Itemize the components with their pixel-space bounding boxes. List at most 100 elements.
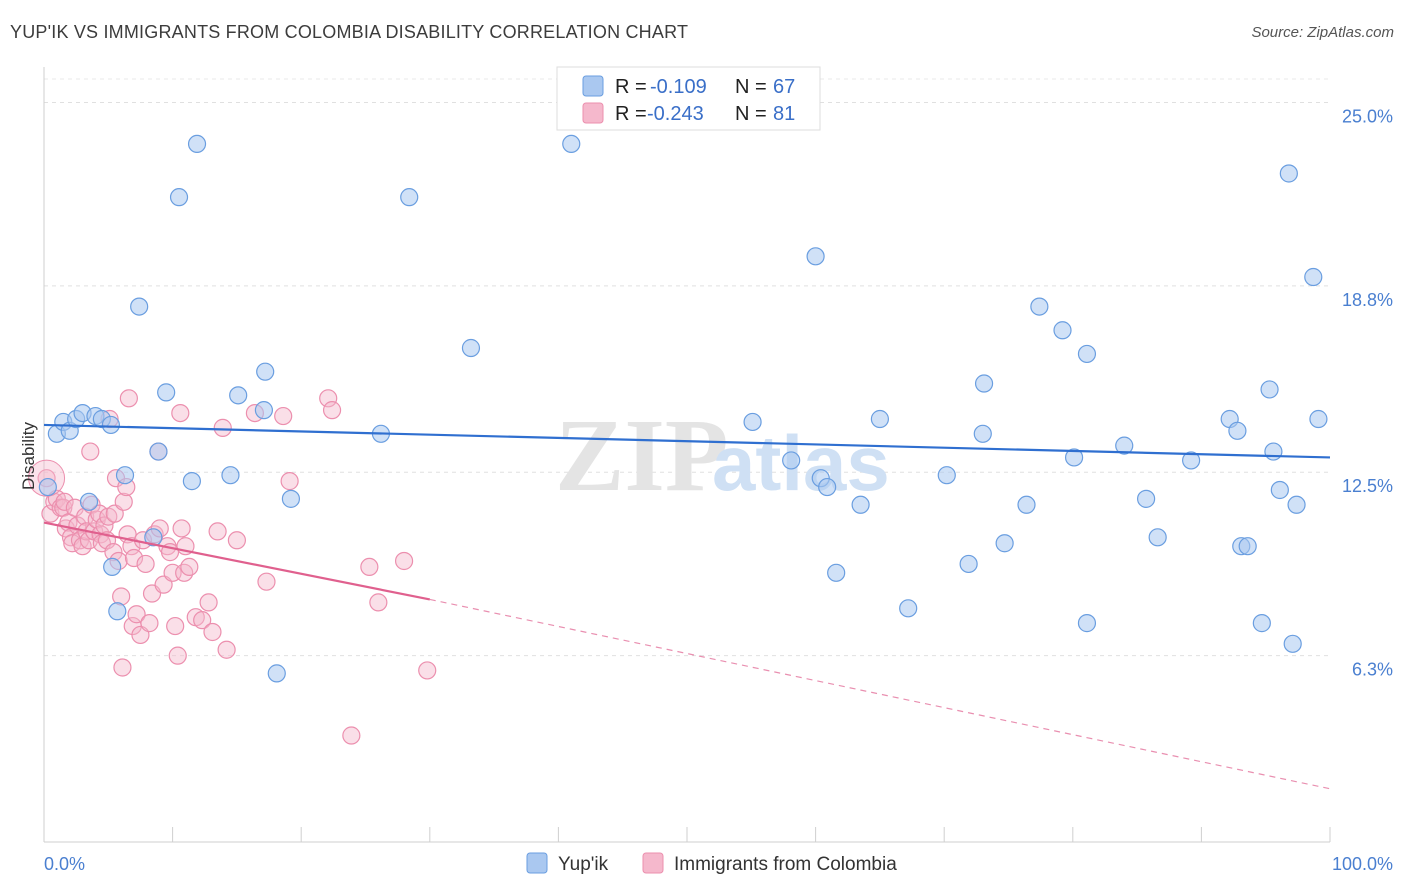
yupik-point-24 bbox=[267, 664, 286, 683]
colombia-point-76 bbox=[369, 593, 388, 612]
colombia-point-79 bbox=[208, 522, 227, 541]
yupik-point-47 bbox=[1064, 448, 1084, 467]
legend-swatch-colombia bbox=[582, 102, 604, 124]
y-tick-label-2: 12.5% bbox=[1342, 476, 1393, 496]
colombia-point-66 bbox=[213, 418, 232, 437]
colombia-point-77 bbox=[394, 551, 414, 571]
yupik-point-66 bbox=[1309, 409, 1328, 429]
yupik-trend-line bbox=[43, 423, 1331, 459]
yupik-point-28 bbox=[461, 338, 481, 358]
colombia-point-71 bbox=[280, 472, 299, 491]
yupik-point-6 bbox=[79, 492, 99, 511]
yupik-point-65 bbox=[1304, 267, 1323, 287]
yupik-point-48 bbox=[1077, 614, 1097, 633]
yupik-point-30 bbox=[743, 412, 762, 432]
yupik-point-55 bbox=[1228, 421, 1247, 440]
yupik-point-25 bbox=[281, 489, 301, 508]
colombia-point-67 bbox=[217, 640, 236, 659]
yupik-point-31 bbox=[782, 451, 801, 470]
colombia-point-59 bbox=[175, 563, 194, 582]
yupik-point-32 bbox=[806, 247, 825, 266]
series-colombia-points bbox=[28, 389, 437, 745]
yupik-point-17 bbox=[169, 188, 189, 207]
yupik-point-62 bbox=[1279, 164, 1298, 183]
yupik-point-15 bbox=[149, 442, 168, 461]
yupik-point-42 bbox=[974, 374, 994, 393]
yupik-point-19 bbox=[187, 134, 207, 154]
yupik-point-18 bbox=[182, 472, 201, 491]
colombia-point-38 bbox=[119, 389, 138, 408]
yupik-point-23 bbox=[256, 362, 275, 381]
y-tick-labels: 25.0% 18.8% 12.5% 6.3% bbox=[1342, 106, 1393, 679]
colombia-point-46 bbox=[140, 614, 159, 633]
y-axis-label: Disability bbox=[19, 421, 38, 490]
bottom-legend-label-yupik: Yup'ik bbox=[558, 854, 609, 875]
chart-title: YUP'IK VS IMMIGRANTS FROM COLOMBIA DISAB… bbox=[10, 22, 689, 42]
yupik-point-37 bbox=[870, 409, 890, 429]
colombia-point-56 bbox=[168, 646, 187, 665]
yupik-point-60 bbox=[1264, 442, 1283, 461]
yupik-point-16 bbox=[157, 383, 176, 402]
colombia-point-42 bbox=[127, 605, 146, 624]
colombia-trend-line bbox=[43, 521, 431, 601]
legend-r-value-yupik: -0.109 bbox=[650, 76, 707, 98]
yupik-point-49 bbox=[1077, 344, 1097, 364]
chart-source: Source: ZipAtlas.com bbox=[1251, 24, 1394, 41]
colombia-point-73 bbox=[322, 401, 342, 420]
yupik-point-9 bbox=[101, 415, 120, 435]
colombia-point-45 bbox=[136, 554, 155, 574]
colombia-point-6 bbox=[55, 492, 74, 511]
colombia-point-58 bbox=[172, 519, 191, 538]
bottom-legend-swatch-colombia bbox=[642, 852, 664, 874]
watermark-zip: ZIP bbox=[555, 398, 728, 513]
colombia-point-78 bbox=[418, 661, 437, 680]
yupik-point-14 bbox=[144, 528, 163, 547]
yupik-point-39 bbox=[937, 466, 956, 485]
legend-n-label-yupik: N = bbox=[735, 76, 767, 98]
colombia-point-34 bbox=[113, 658, 132, 677]
colombia-point-75 bbox=[360, 557, 379, 577]
gridlines bbox=[44, 78, 1330, 657]
yupik-point-53 bbox=[1182, 451, 1201, 470]
colombia-point-55 bbox=[166, 616, 185, 636]
yupik-point-57 bbox=[1238, 537, 1257, 556]
yupik-point-43 bbox=[995, 534, 1014, 553]
colombia-point-72 bbox=[319, 389, 338, 408]
yupik-point-20 bbox=[221, 466, 240, 485]
trend-lines bbox=[43, 423, 1331, 790]
legend-n-label-colombia: N = bbox=[735, 103, 767, 125]
colombia-point-64 bbox=[199, 593, 218, 612]
yupik-point-61 bbox=[1270, 480, 1289, 500]
yupik-point-44 bbox=[1017, 495, 1036, 514]
legend-n-value-colombia: 81 bbox=[773, 103, 795, 125]
legend-r-label-colombia: R = bbox=[615, 103, 647, 125]
yupik-point-0 bbox=[38, 477, 57, 497]
y-tick-label-3: 6.3% bbox=[1352, 660, 1393, 680]
yupik-point-27 bbox=[400, 188, 419, 207]
bottom-legend-label-colombia: Immigrants from Colombia bbox=[674, 854, 897, 875]
yupik-point-29 bbox=[562, 134, 581, 154]
y-tick-label-0: 25.0% bbox=[1342, 106, 1393, 126]
yupik-point-11 bbox=[108, 602, 127, 621]
colombia-point-18 bbox=[81, 442, 100, 461]
bottom-legend-swatch-yupik bbox=[526, 852, 548, 874]
colombia-point-41 bbox=[124, 548, 144, 568]
colombia-point-35 bbox=[114, 492, 133, 511]
yupik-point-36 bbox=[851, 495, 870, 514]
watermark-atlas: atlas bbox=[712, 419, 890, 507]
colombia-point-69 bbox=[257, 572, 276, 591]
yupik-point-63 bbox=[1283, 634, 1302, 653]
colombia-point-80 bbox=[227, 531, 246, 550]
yupik-point-59 bbox=[1260, 380, 1279, 399]
yupik-point-22 bbox=[254, 401, 274, 420]
x-tick-label-1: 100.0% bbox=[1332, 854, 1393, 874]
legend-n-value-yupik: 67 bbox=[773, 76, 795, 98]
legend-r-label-yupik: R = bbox=[615, 76, 647, 98]
colombia-point-65 bbox=[203, 622, 222, 642]
colombia-point-74 bbox=[342, 726, 361, 745]
colombia-point-39 bbox=[122, 537, 141, 556]
yupik-point-41 bbox=[973, 424, 992, 443]
yupik-point-46 bbox=[1053, 321, 1072, 340]
x-tick-label-0: 0.0% bbox=[44, 854, 85, 874]
